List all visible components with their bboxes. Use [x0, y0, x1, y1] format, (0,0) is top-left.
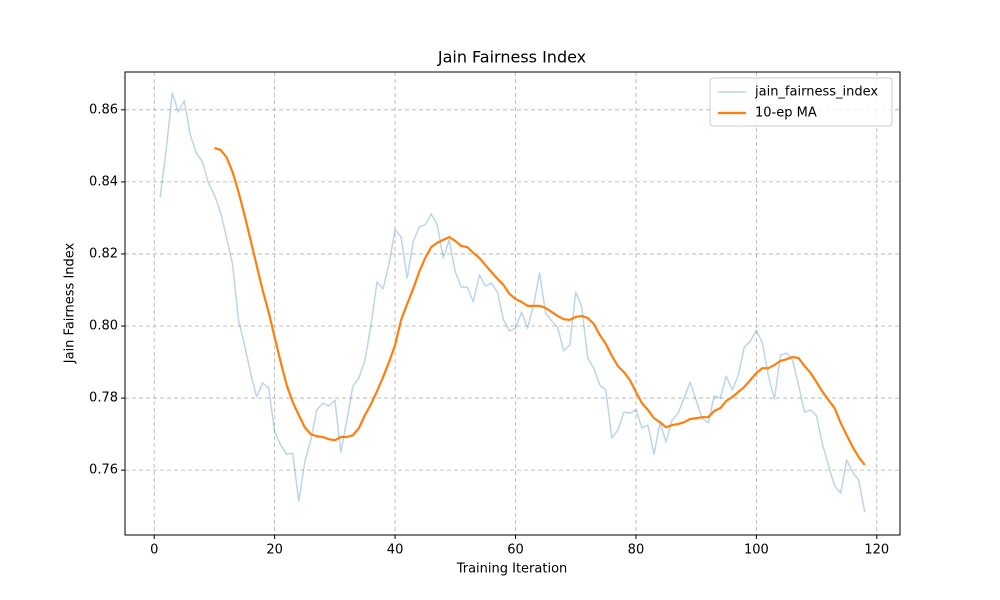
y-tick-label: 0.78: [89, 391, 118, 406]
x-tick-label: 60: [507, 543, 524, 558]
x-tick-label: 40: [387, 543, 404, 558]
y-tick-label: 0.80: [89, 319, 118, 334]
x-axis-label: Training Iteration: [456, 562, 568, 577]
data-line: [214, 146, 866, 466]
plot-frame: [124, 71, 901, 536]
y-tick-label: 0.76: [89, 463, 118, 478]
legend-label: jain_fairness_index: [754, 85, 878, 100]
data-line: [159, 92, 866, 513]
chart-title: Jain Fairness Index: [437, 48, 586, 67]
x-tick-label: 80: [628, 543, 645, 558]
y-tick-label: 0.86: [89, 102, 118, 117]
x-tick-label: 0: [150, 543, 158, 558]
x-tick-label: 20: [266, 543, 283, 558]
legend: jain_fairness_index 10-ep MA: [709, 77, 893, 127]
legend-label: 10-ep MA: [755, 106, 817, 121]
legend-box: [709, 77, 893, 127]
y-axis-label: Jain Fairness Index: [63, 242, 78, 364]
y-tick-label: 0.82: [89, 246, 118, 261]
y-tick-label: 0.84: [89, 174, 118, 189]
x-tick-label: 120: [864, 543, 889, 558]
x-tick-label: 100: [744, 543, 769, 558]
